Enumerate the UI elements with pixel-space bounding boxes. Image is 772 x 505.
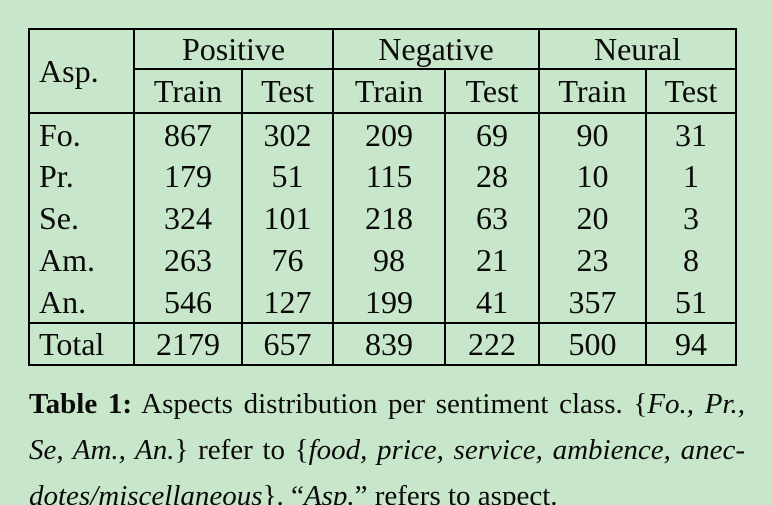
table-row-se: Se. 324 101 218 63 20 3 [28, 197, 737, 239]
data-cell: 31 [645, 113, 737, 155]
data-cell: 98 [332, 239, 446, 281]
caption-line-1: Table 1: Aspects distribution per sentim… [29, 381, 745, 427]
data-cell: 867 [133, 113, 243, 155]
subheader-neural-test: Test [645, 69, 737, 113]
row-label-an: An. [28, 281, 135, 323]
data-cell: 218 [332, 197, 446, 239]
data-cell: 51 [241, 155, 334, 197]
data-cell: 23 [538, 239, 647, 281]
data-cell: 69 [444, 113, 540, 155]
table-row-fo: Fo. 867 302 209 69 90 31 [28, 113, 737, 155]
subheader-positive-test: Test [241, 69, 334, 113]
caption-abbrev-italic: Fo., Pr., [647, 388, 745, 420]
total-cell: 2179 [133, 323, 243, 365]
subheader-positive-train: Train [133, 69, 243, 113]
caption-table-number: Table 1: [29, 388, 133, 420]
caption-terms-italic: food, price, service, ambience, anec- [308, 434, 745, 466]
data-cell: 63 [444, 197, 540, 239]
caption-line-2: Se, Am., An.} refer to {food, price, ser… [29, 427, 745, 473]
caption-abbrev-italic: Se, Am., An. [29, 434, 175, 466]
caption-text: }. “ [262, 480, 304, 505]
table-row-an: An. 546 127 199 41 357 51 [28, 281, 737, 323]
data-cell: 41 [444, 281, 540, 323]
data-cell: 21 [444, 239, 540, 281]
data-cell: 10 [538, 155, 647, 197]
total-cell: 657 [241, 323, 334, 365]
subheader-negative-test: Test [444, 69, 540, 113]
data-cell: 1 [645, 155, 737, 197]
total-cell: 500 [538, 323, 647, 365]
caption-terms-italic: dotes/miscellaneous [29, 480, 263, 505]
data-cell: 179 [133, 155, 243, 197]
table-row-total: Total 2179 657 839 222 500 94 [28, 323, 737, 365]
data-cell: 209 [332, 113, 446, 155]
caption-line-3: dotes/miscellaneous}. “Asp.” refers to a… [29, 473, 745, 505]
row-label-se: Se. [28, 197, 135, 239]
data-cell: 324 [133, 197, 243, 239]
data-cell: 101 [241, 197, 334, 239]
data-cell: 3 [645, 197, 737, 239]
total-cell: 94 [645, 323, 737, 365]
data-cell: 546 [133, 281, 243, 323]
caption-text: } refer to { [174, 434, 309, 466]
corner-header-asp: Asp. [28, 29, 135, 113]
data-cell: 28 [444, 155, 540, 197]
group-header-negative: Negative [332, 29, 540, 70]
group-header-positive: Positive [133, 29, 334, 70]
row-label-total: Total [28, 323, 135, 365]
group-header-neural: Neural [538, 29, 737, 70]
table-row-am: Am. 263 76 98 21 23 8 [28, 239, 737, 281]
row-label-pr: Pr. [28, 155, 135, 197]
data-cell: 199 [332, 281, 446, 323]
table-caption: Table 1: Aspects distribution per sentim… [29, 381, 745, 505]
row-label-fo: Fo. [28, 113, 135, 155]
subheader-row: Train Test Train Test Train Test [29, 69, 737, 113]
data-cell: 357 [538, 281, 647, 323]
caption-asp-italic: Asp. [303, 480, 355, 505]
data-cell: 90 [538, 113, 647, 155]
subheader-negative-train: Train [332, 69, 446, 113]
caption-text: Aspects distribution per sentiment class… [132, 388, 648, 420]
caption-text: ” refers to aspect. [354, 480, 558, 505]
data-cell: 115 [332, 155, 446, 197]
data-cell: 8 [645, 239, 737, 281]
data-cell: 20 [538, 197, 647, 239]
total-cell: 839 [332, 323, 446, 365]
aspects-distribution-table: Asp. Positive Negative Neural Train Test… [28, 28, 737, 366]
data-cell: 127 [241, 281, 334, 323]
subheader-neural-train: Train [538, 69, 647, 113]
data-cell: 302 [241, 113, 334, 155]
table-row-pr: Pr. 179 51 115 28 10 1 [28, 155, 737, 197]
data-cell: 263 [133, 239, 243, 281]
total-cell: 222 [444, 323, 540, 365]
group-header-row: Asp. Positive Negative Neural [28, 29, 737, 113]
data-cell: 51 [645, 281, 737, 323]
row-label-am: Am. [28, 239, 135, 281]
data-cell: 76 [241, 239, 334, 281]
